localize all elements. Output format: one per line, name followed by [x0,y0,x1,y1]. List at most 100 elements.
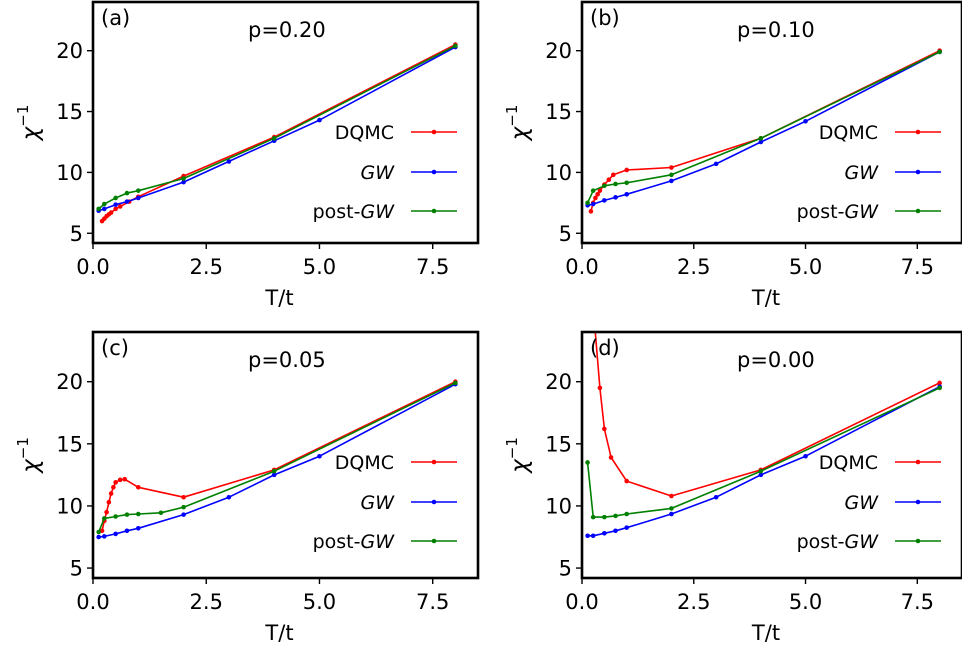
data-point-GW [590,201,596,207]
panel-title: p=0.00 [737,348,815,372]
y-tick-label: 5 [559,222,572,246]
y-axis-superscript: −1 [14,105,32,127]
y-axis-symbol: χ [18,125,44,142]
panel-b: 0.0 2.5 5.0 7.5 5 10 15 20 T/t χ−1 (b) p=0.10 DQMC GW… [503,0,962,310]
data-point-post-GW [96,529,101,535]
data-point-post-GW [135,511,141,517]
data-point-post-GW [758,136,764,141]
y-tick-label: 15 [545,432,572,456]
data-point-GW [96,534,101,540]
legend-text-part: GW [844,531,879,553]
data-point-GW [590,533,596,539]
data-point-DQMC [108,491,114,496]
x-tick-label: 7.5 [901,255,934,279]
legend-text-part: GW [844,162,879,184]
data-point-post-GW [124,190,130,196]
series-line-DQMC [101,43,456,222]
legend-text-part: GW [844,492,879,514]
y-axis-label: χ−1 [503,105,533,143]
panel-title: p=0.10 [737,18,815,42]
legend-label-post-GW: post-GW [797,531,880,553]
y-tick-label: 20 [545,39,572,63]
panel-title: p=0.20 [248,18,326,42]
x-tick-label: 7.5 [416,590,449,614]
data-point-post-GW [181,504,186,510]
legend-label-post-GW: post-GW [313,531,396,553]
data-point-GW [803,453,808,459]
legend-marker-post-GW [915,208,921,214]
data-point-post-GW [102,201,107,207]
data-point-DQMC [669,493,674,499]
legend-label-DQMC: DQMC [819,452,878,474]
data-point-DQMC [606,177,612,183]
data-point-post-GW [937,49,942,55]
legend-label-DQMC: DQMC [335,122,394,144]
legend-text-part: post- [313,531,361,553]
data-point-GW [669,511,674,517]
data-point-GW [585,533,590,539]
y-axis-label: χ−1 [14,437,44,475]
series-line-GW [587,51,940,207]
y-tick-label: 15 [56,100,83,124]
data-point-DQMC [588,209,594,214]
data-point-post-GW [453,43,458,49]
data-point-GW [613,528,618,534]
x-axis-label: T/t [751,621,780,645]
data-point-DQMC [108,210,114,215]
legend-text-part: post- [797,531,845,553]
legend-label-post-GW: post-GW [797,201,880,223]
data-point-DQMC [624,478,630,484]
y-tick-label: 5 [559,557,572,581]
x-tick-label: 0.0 [565,255,598,279]
legend-text-part: GW [360,201,395,223]
data-point-post-GW [613,181,618,187]
x-tick-label: 7.5 [901,590,934,614]
series-line-post-GW [586,387,940,518]
y-tick-label: 20 [56,370,83,394]
data-point-DQMC [181,494,186,500]
data-point-DQMC [669,165,674,170]
y-tick-label: 10 [545,494,572,518]
x-tick-label: 0.0 [565,590,598,614]
data-point-post-GW [613,513,618,519]
data-point-post-GW [624,180,630,186]
data-point-GW [113,531,118,537]
panel-label: (c) [101,336,129,360]
axes-frame [580,330,962,580]
series-line-DQMC [594,332,940,497]
data-point-GW [226,159,232,164]
y-tick-label: 5 [70,222,83,246]
y-axis-superscript: −1 [503,437,521,459]
x-tick-label: 0.0 [76,255,109,279]
data-point-post-GW [124,512,130,517]
series-line-post-GW [98,45,456,210]
data-point-GW [713,161,719,167]
y-axis-label: χ−1 [503,437,533,475]
legend-label-GW: GW [844,162,879,184]
y-tick-label: 20 [56,39,83,63]
y-tick-label: 20 [545,370,572,394]
data-point-DQMC [117,204,123,209]
legend-label-GW: GW [360,162,395,184]
panel-title: p=0.05 [248,348,326,372]
data-point-GW [113,202,118,207]
series-line-GW [587,385,940,537]
axes-frame [580,0,962,245]
plot-area [96,42,458,224]
data-point-post-GW [585,460,590,465]
y-tick-label: 5 [70,557,83,581]
data-point-DQMC [608,455,614,460]
data-point-GW [135,195,141,201]
series-line-DQMC [590,49,940,212]
data-point-DQMC [113,206,118,212]
axes-frame [91,330,480,580]
y-axis-superscript: −1 [14,437,32,459]
data-point-GW [602,530,607,536]
series-line-GW [98,383,456,538]
legend-marker-DQMC [915,129,921,135]
series-line-post-GW [97,382,456,533]
data-point-DQMC [117,477,123,483]
